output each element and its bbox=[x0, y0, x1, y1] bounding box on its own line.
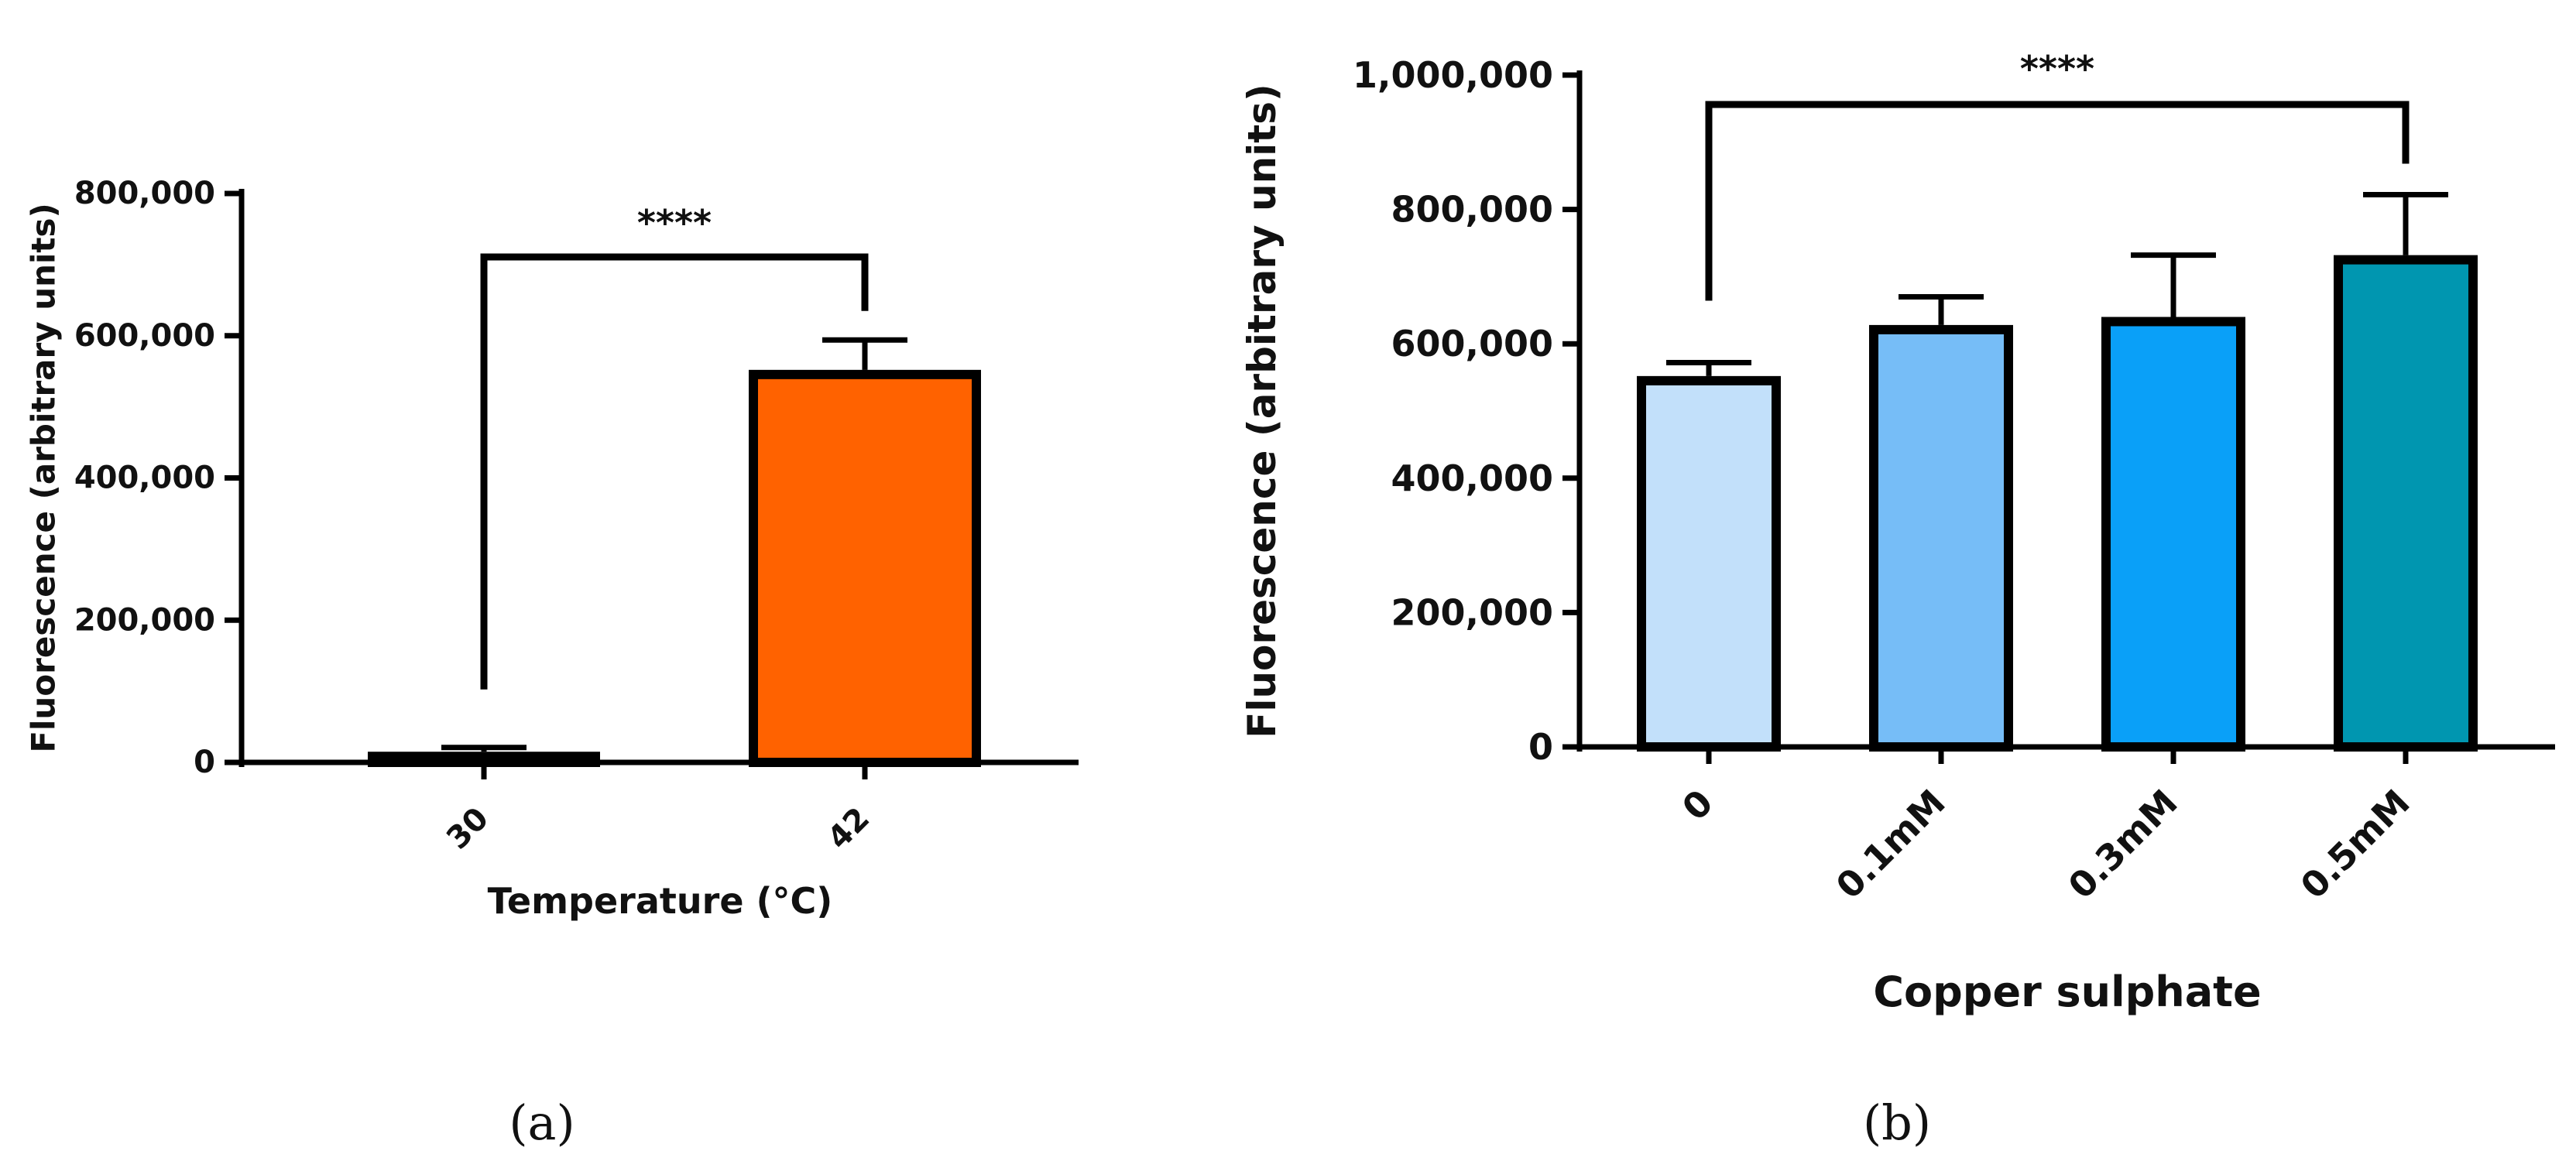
x-axis-title: Copper sulphate bbox=[1873, 968, 2261, 1016]
y-tick-label: 0 bbox=[194, 745, 215, 780]
y-tick-label: 800,000 bbox=[1391, 189, 1553, 231]
x-tick-label: 42 bbox=[821, 801, 876, 857]
bar-30 bbox=[368, 752, 600, 767]
chart-panel-b: 0 200,000 400,000 600,000 800,000 1,000,000 0 0… bbox=[1240, 48, 2555, 1151]
y-tick-label: 600,000 bbox=[1391, 323, 1553, 365]
bar-0 bbox=[1637, 375, 1781, 752]
x-tick-label: 0.3mM bbox=[2060, 782, 2186, 907]
significance-bracket bbox=[480, 253, 869, 690]
y-axis-title: Fluorescence (arbitrary units) bbox=[1240, 84, 1285, 738]
significance-label: **** bbox=[2020, 48, 2094, 90]
y-tick-label: 200,000 bbox=[74, 602, 215, 638]
bar-0.3mM bbox=[2101, 317, 2245, 752]
y-tick-label: 400,000 bbox=[1391, 457, 1553, 499]
y-tick-label: 200,000 bbox=[1391, 591, 1553, 633]
y-tick-label: 0 bbox=[1528, 726, 1553, 768]
y-axis-title: Fluorescence (arbitrary units) bbox=[25, 203, 63, 752]
y-tick-label: 400,000 bbox=[74, 461, 215, 496]
x-tick-label: 0.5mM bbox=[2293, 782, 2418, 907]
chart-panel-a: 0 200,000 400,000 600,000 800,000 30 42 **** Tem… bbox=[25, 176, 1079, 1151]
x-axis-title: Temperature (°C) bbox=[488, 880, 833, 922]
bar-0.1mM bbox=[1869, 324, 2013, 752]
bar-42 bbox=[749, 369, 981, 767]
panel-label: (a) bbox=[509, 1094, 575, 1151]
bar-0.5mM bbox=[2334, 255, 2478, 752]
y-tick-label: 600,000 bbox=[74, 318, 215, 354]
y-tick-label: 1,000,000 bbox=[1353, 54, 1553, 96]
y-tick-label: 800,000 bbox=[74, 176, 215, 211]
x-tick-label: 0 bbox=[1674, 782, 1721, 829]
significance-label: **** bbox=[637, 202, 712, 244]
x-tick-label: 30 bbox=[440, 801, 496, 857]
significance-bracket bbox=[1705, 101, 2410, 301]
x-tick-label: 0.1mM bbox=[1828, 782, 1953, 907]
panel-label: (b) bbox=[1863, 1094, 1931, 1151]
